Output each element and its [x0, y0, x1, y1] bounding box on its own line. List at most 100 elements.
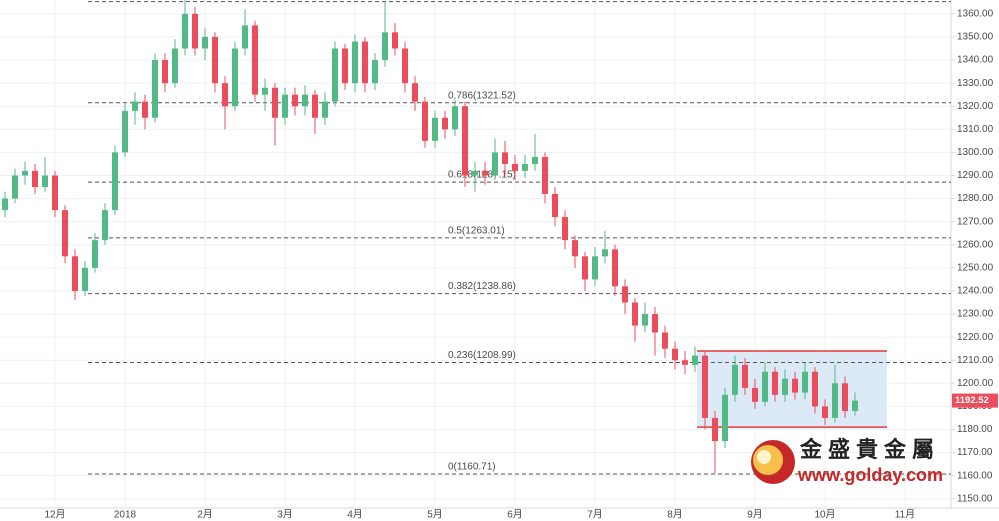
y-tick-label: 1200.00: [957, 378, 994, 389]
candle-body: [842, 383, 848, 412]
candle-body: [362, 41, 368, 84]
x-tick-label: 8月: [667, 509, 683, 521]
candle-body: [642, 314, 648, 326]
candle-body: [412, 83, 418, 102]
candle-body: [342, 48, 348, 84]
candle-body: [142, 101, 148, 118]
candle-body: [392, 32, 398, 49]
y-tick-label: 1260.00: [957, 239, 994, 250]
candle-body: [472, 170, 478, 176]
fib-layer: 1(1365.30)0.786(1321.52)0.618(1287.15)0.…: [88, 0, 951, 475]
candle-body: [282, 94, 288, 118]
candle-body: [452, 106, 458, 130]
candle-body: [522, 163, 528, 171]
candle-body: [402, 48, 408, 84]
candle-body: [592, 256, 598, 280]
x-tick-label: 10月: [814, 509, 835, 521]
grid: [0, 0, 951, 508]
candle-body: [92, 240, 98, 268]
candle-body: [492, 152, 498, 176]
candle-body: [172, 48, 178, 84]
y-tick-label: 1350.00: [957, 32, 994, 43]
candle-body: [632, 302, 638, 326]
y-tick-label: 1360.00: [957, 8, 994, 19]
y-tick-label: 1180.00: [957, 424, 993, 435]
fib-label: 0.786(1321.52): [448, 90, 516, 101]
y-tick-label: 1240.00: [957, 286, 994, 297]
candle-body: [682, 360, 688, 365]
candle-body: [462, 106, 468, 176]
candle-body: [112, 152, 118, 211]
y-tick-label: 1150.00: [957, 493, 993, 504]
watermark-url: www.golday.com: [797, 465, 943, 485]
candle-body: [322, 101, 328, 118]
candle-body: [852, 400, 858, 412]
fib-label: 0.236(1208.99): [448, 350, 516, 361]
y-tick-label: 1250.00: [957, 262, 994, 273]
last-price-label: 1192.52: [955, 395, 989, 406]
x-tick-label: 2018: [114, 510, 137, 521]
candle-body: [22, 170, 28, 176]
y-tick-label: 1160.00: [957, 470, 993, 481]
logo-shine: [757, 450, 771, 464]
candle-body: [822, 406, 828, 418]
candle-body: [192, 13, 198, 49]
candle-body: [232, 48, 238, 107]
y-tick-label: 1280.00: [957, 193, 994, 204]
watermark: 金盛貴金屬 www.golday.com: [751, 437, 943, 485]
fib-label: 0.5(1263.01): [448, 225, 505, 236]
candle-body: [12, 175, 18, 199]
y-tick-label: 1230.00: [957, 309, 994, 320]
candle-body: [712, 417, 718, 442]
fib-label: 0(1160.71): [448, 462, 496, 473]
candle-body: [762, 371, 768, 402]
watermark-title: 金盛貴金屬: [799, 437, 940, 462]
candle-body: [512, 163, 518, 171]
candle-body: [302, 94, 308, 107]
candle-body: [332, 48, 338, 102]
candle-body: [132, 101, 138, 111]
y-tick-label: 1320.00: [957, 101, 994, 112]
candle-body: [422, 101, 428, 141]
x-tick-label: 2月: [197, 509, 213, 521]
candle-body: [502, 152, 508, 164]
candle-body: [42, 175, 48, 188]
y-tick-label: 1220.00: [957, 332, 994, 343]
candle-body: [662, 332, 668, 349]
candle-body: [602, 249, 608, 257]
candle-body: [372, 60, 378, 84]
candle-body: [652, 314, 658, 333]
candle-body: [212, 36, 218, 84]
candle-body: [542, 157, 548, 194]
candle-body: [2, 198, 8, 211]
candle-body: [622, 286, 628, 303]
x-tick-label: 5月: [427, 509, 443, 521]
candle-body: [832, 383, 838, 418]
candle-body: [252, 25, 258, 95]
candle-body: [442, 117, 448, 130]
candle-body: [812, 371, 818, 407]
y-tick-label: 1290.00: [957, 170, 994, 181]
x-tick-label: 11月: [895, 509, 915, 521]
candle-body: [672, 348, 678, 361]
candle-body: [62, 210, 68, 257]
candle-body: [262, 87, 268, 95]
candle-body: [102, 210, 108, 241]
candle-body: [162, 60, 168, 84]
last-price-tag: [952, 393, 998, 408]
y-tick-label: 1270.00: [957, 216, 994, 227]
candle-body: [732, 364, 738, 395]
y-tick-label: 1210.00: [957, 355, 994, 366]
candle-body: [552, 193, 558, 218]
candle-body: [292, 94, 298, 107]
y-tick-label: 1310.00: [957, 124, 994, 135]
candle-body: [182, 13, 188, 49]
candle-body: [32, 170, 38, 188]
candle-body: [242, 25, 248, 49]
y-tick-label: 1300.00: [957, 147, 994, 158]
candle-body: [772, 371, 778, 395]
candle-body: [802, 371, 808, 393]
candle-body: [482, 170, 488, 176]
fib-label: 0.382(1238.86): [448, 281, 516, 292]
